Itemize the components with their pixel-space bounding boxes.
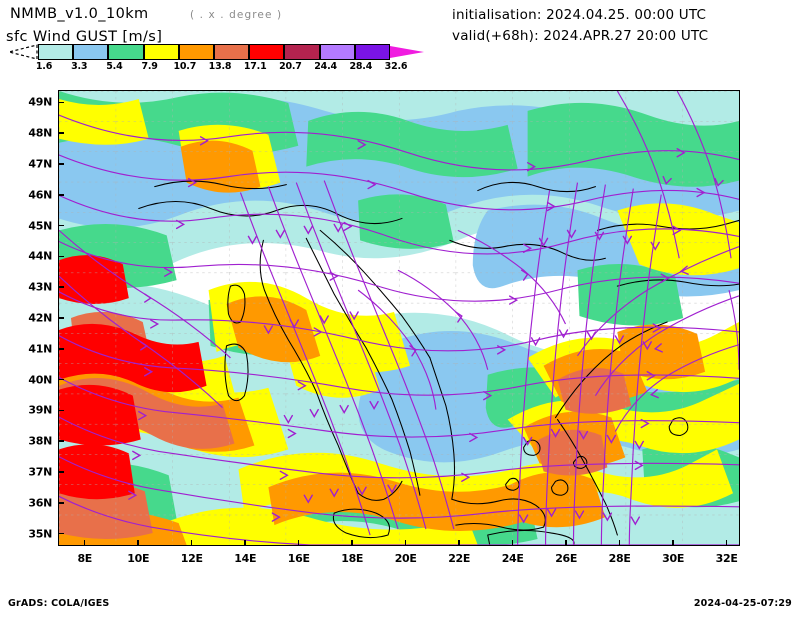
y-axis-tick-label: 44N <box>28 249 52 263</box>
colorbar-tick-label: 7.9 <box>141 61 158 72</box>
y-axis-tick <box>58 132 64 134</box>
x-axis-tick-label: 26E <box>555 552 578 565</box>
y-axis-tick-label: 40N <box>28 373 52 387</box>
y-axis-tick-label: 37N <box>28 465 52 479</box>
y-axis-tick <box>58 194 64 196</box>
y-axis-tick <box>58 317 64 319</box>
colorbar-tick-label: 5.4 <box>106 61 123 72</box>
x-axis-tick <box>404 540 407 546</box>
variable-title: sfc Wind GUST [m/s] <box>6 29 163 45</box>
colorbar-swatch <box>143 44 179 60</box>
x-axis-tick <box>618 540 621 546</box>
x-axis-tick-label: 16E <box>287 552 310 565</box>
x-axis-tick <box>137 540 139 546</box>
colorbar-above-max-triangle <box>390 44 424 60</box>
colorbar-tick-label: 24.4 <box>314 61 337 72</box>
colorbar-swatch <box>73 44 109 60</box>
colorbar-swatch <box>38 44 74 60</box>
y-axis-tick <box>58 286 64 288</box>
y-axis-tick <box>58 101 64 104</box>
x-axis-tick-label: 20E <box>394 552 417 565</box>
x-axis-tick <box>190 540 193 546</box>
colorbar-tick-label: 20.7 <box>279 61 302 72</box>
y-axis-tick-label: 39N <box>28 403 52 417</box>
x-axis-tick-label: 14E <box>234 552 257 565</box>
coastlines <box>138 180 739 545</box>
grads-credit: GrADS: COLA/IGES <box>8 598 110 609</box>
colorbar-swatch <box>284 44 320 60</box>
x-axis-tick-label: 32E <box>715 552 738 565</box>
y-axis-tick-label: 45N <box>28 219 52 233</box>
colorbar-swatch <box>249 44 285 60</box>
colorbar-below-min-triangle <box>8 44 38 60</box>
y-axis-tick-label: 42N <box>28 311 52 325</box>
x-axis-tick <box>511 540 514 546</box>
colorbar-tick-label: 28.4 <box>349 61 373 72</box>
colorbar-tick-label: 32.6 <box>384 61 408 72</box>
y-axis-tick-label: 48N <box>28 126 52 140</box>
x-axis-tick <box>565 540 567 546</box>
colorbar-tick-label: 17.1 <box>243 61 267 72</box>
x-axis-tick-label: 22E <box>448 552 471 565</box>
y-axis-tick-label: 49N <box>28 95 52 109</box>
colorbar-tick-label: 10.7 <box>173 61 197 72</box>
grid-resolution-note: ( . x . degree ) <box>190 9 283 21</box>
y-axis-tick <box>58 440 64 442</box>
x-axis-tick-label: 10E <box>127 552 150 565</box>
y-axis-tick-label: 35N <box>28 527 52 541</box>
colorbar-swatch <box>354 44 390 60</box>
x-axis-tick-label: 12E <box>180 552 203 565</box>
x-axis-tick <box>458 540 460 546</box>
y-axis-tick-label: 47N <box>28 157 52 171</box>
y-axis-tick <box>58 255 64 258</box>
x-axis-tick-label: 30E <box>662 552 685 565</box>
y-axis-tick <box>58 409 64 412</box>
x-axis-tick-label: 24E <box>501 552 524 565</box>
valid-time: valid(+68h): 2024.APR.27 20:00 UTC <box>452 28 709 44</box>
x-axis-tick <box>725 540 728 546</box>
y-axis-tick-label: 36N <box>28 496 52 510</box>
colorbar-swatch <box>178 44 214 60</box>
x-axis-tick <box>351 540 353 546</box>
map-plot-area[interactable] <box>58 90 740 546</box>
x-axis-tick-label: 28E <box>608 552 631 565</box>
x-axis-tick <box>244 540 246 546</box>
x-axis-tick-label: 8E <box>77 552 93 565</box>
initialisation-time: initialisation: 2024.04.25. 00:00 UTC <box>452 7 707 23</box>
y-axis-tick-label: 43N <box>28 280 52 294</box>
streamlines <box>59 91 739 545</box>
model-title: NMMB_v1.0_10km <box>10 6 149 22</box>
y-axis-tick <box>58 502 64 504</box>
colorbar-tick-label: 13.8 <box>208 61 232 72</box>
colorbar-tick-label: 3.3 <box>71 61 88 72</box>
x-axis-tick <box>83 540 86 546</box>
x-axis-tick-label: 18E <box>341 552 364 565</box>
y-axis-tick <box>58 378 64 381</box>
colorbar-tick-label: 1.6 <box>35 61 53 72</box>
y-axis-tick-label: 46N <box>28 188 52 202</box>
streamline-arrows <box>128 136 724 526</box>
gust-field-svg <box>59 91 739 545</box>
x-axis-tick <box>297 540 300 546</box>
y-axis-tick <box>58 471 64 473</box>
colorbar-swatch <box>214 44 250 60</box>
y-axis-tick <box>58 532 64 535</box>
y-axis-tick <box>58 224 64 227</box>
colorbar-swatch <box>108 44 144 60</box>
y-axis-tick <box>58 163 64 165</box>
lat-lon-grid <box>59 91 739 545</box>
x-axis-tick <box>672 540 674 546</box>
y-axis-tick <box>58 348 64 350</box>
y-axis-tick-label: 38N <box>28 434 52 448</box>
render-timestamp: 2024-04-25-07:29 <box>693 598 792 609</box>
y-axis-tick-label: 41N <box>28 342 52 356</box>
colorbar-swatch <box>319 44 355 60</box>
